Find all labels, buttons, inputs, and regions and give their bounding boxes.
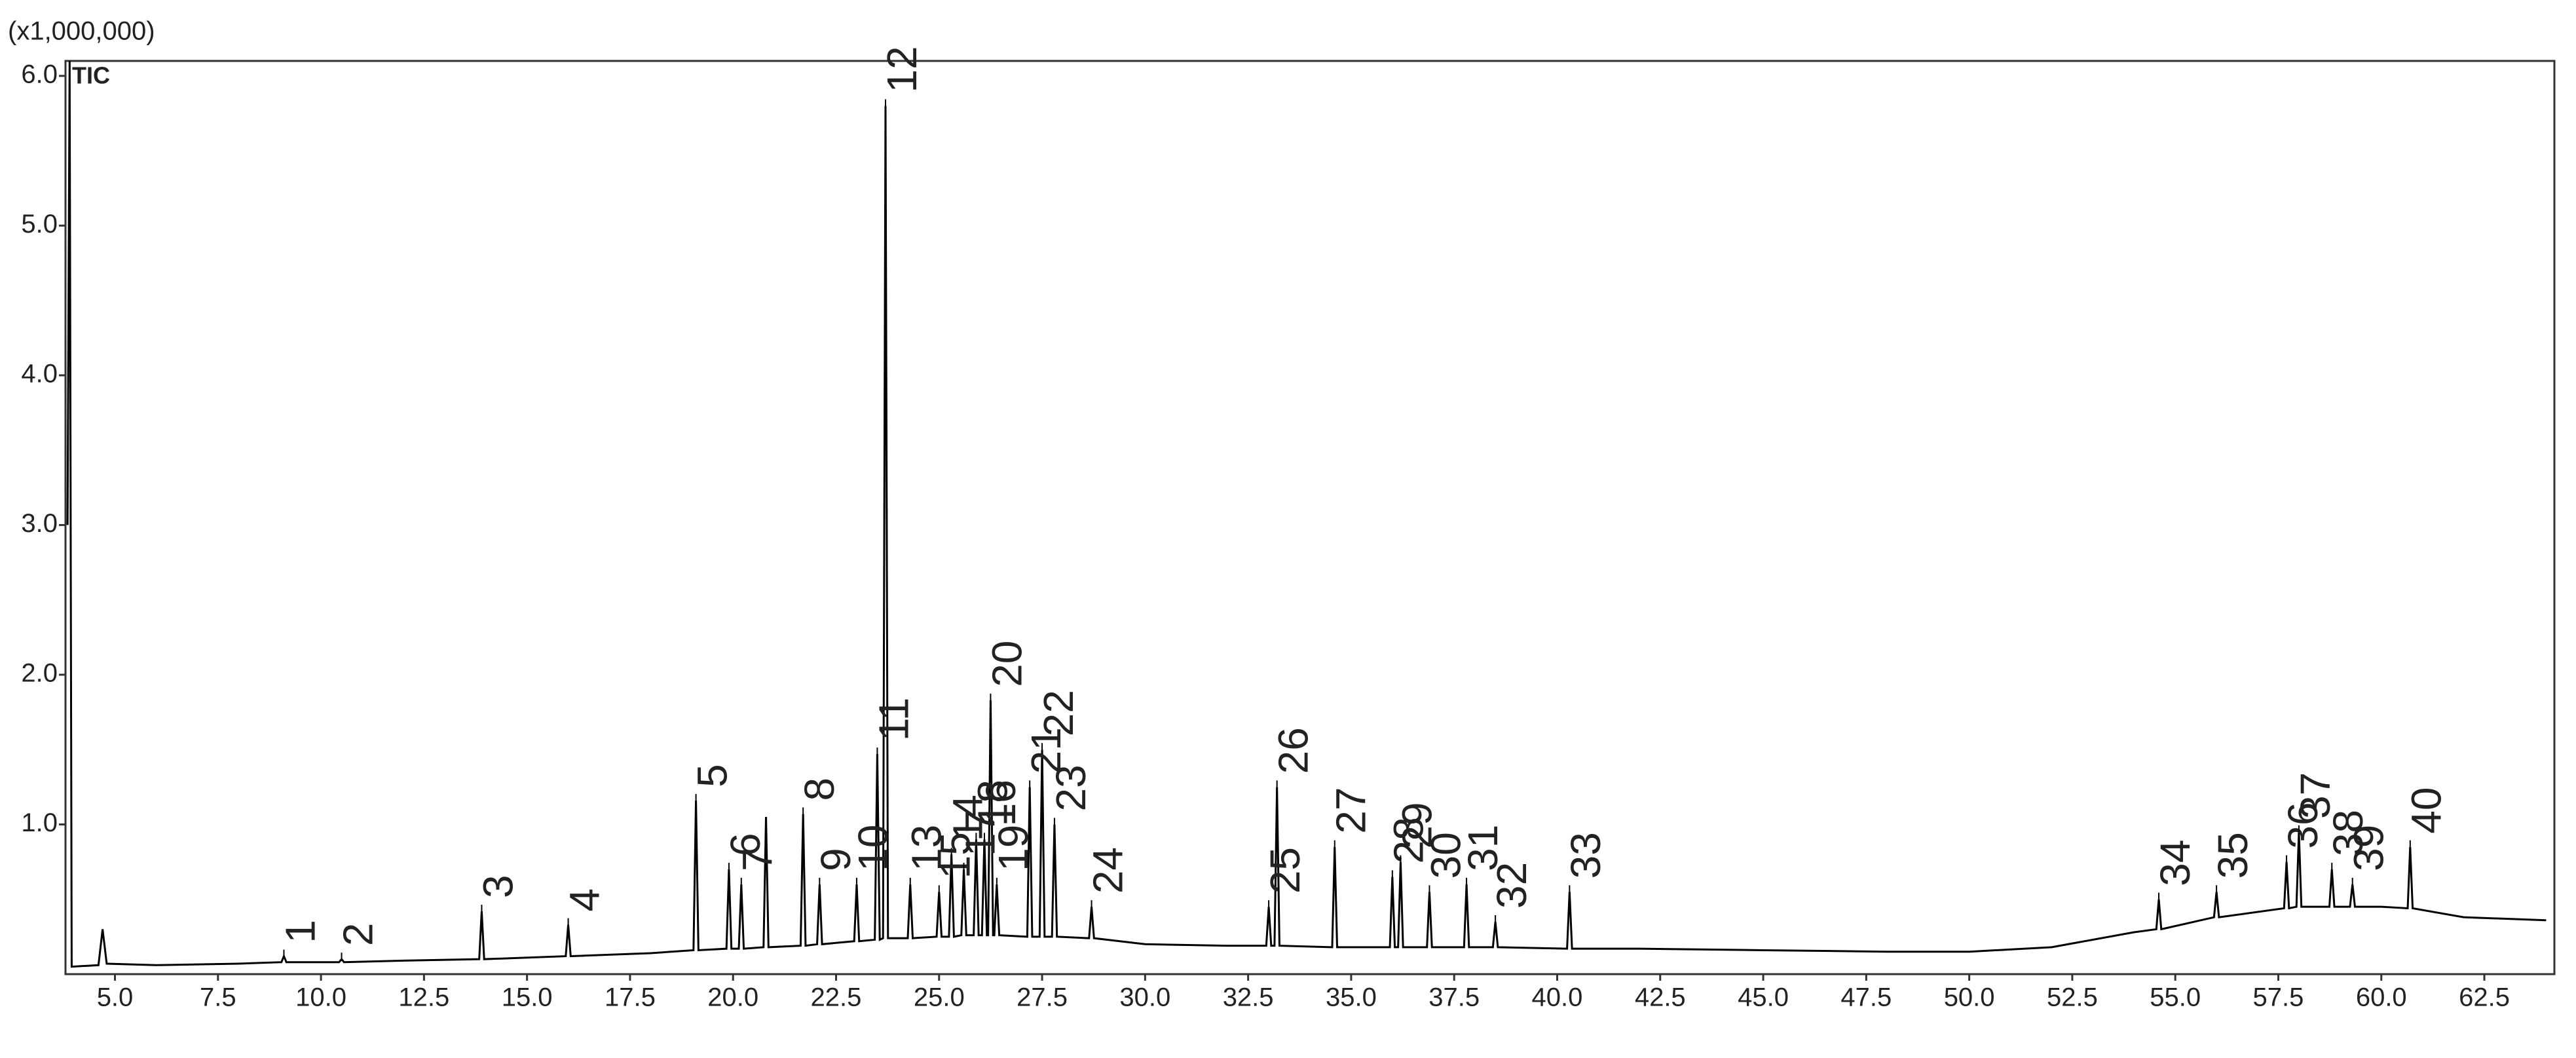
x-tick-label: 62.5 xyxy=(2459,983,2510,1012)
peak-label: 6 xyxy=(722,833,769,856)
x-tick-label: 15.0 xyxy=(502,983,553,1012)
peak-label: 16 xyxy=(977,780,1024,826)
peak-label: 35 xyxy=(2209,832,2256,879)
x-tick-label: 40.0 xyxy=(1532,983,1583,1012)
y-tick-label: 4.0 xyxy=(21,359,58,388)
peak-label: 20 xyxy=(983,641,1030,687)
x-tick-label: 27.5 xyxy=(1017,983,1068,1012)
peak-label: 3 xyxy=(474,875,521,898)
x-tick-label: 57.5 xyxy=(2253,983,2304,1012)
y-tick-label: 1.0 xyxy=(21,808,58,837)
peak-label: 10 xyxy=(849,825,897,871)
peak-label: 17 xyxy=(956,810,1003,856)
y-tick-label: 2.0 xyxy=(21,659,58,688)
peak-label: 40 xyxy=(2403,787,2450,834)
y-tick-label: 3.0 xyxy=(21,509,58,538)
peak-label: 22 xyxy=(1035,690,1082,736)
x-tick-label: 52.5 xyxy=(2047,983,2098,1012)
x-tick-label: 37.5 xyxy=(1428,983,1480,1012)
peak-label: 30 xyxy=(1422,832,1469,879)
peak-label: 21 xyxy=(1022,727,1070,774)
peak-label: 25 xyxy=(1261,847,1309,894)
peak-label: 11 xyxy=(870,698,917,741)
x-tick-label: 12.5 xyxy=(398,983,449,1012)
x-tick-label: 7.5 xyxy=(200,983,236,1012)
plot-frame xyxy=(64,60,2556,975)
x-tick-label: 17.5 xyxy=(605,983,656,1012)
x-tick-label: 30.0 xyxy=(1119,983,1170,1012)
x-tick-label: 55.0 xyxy=(2150,983,2201,1012)
peak-label: 36 xyxy=(2279,802,2326,848)
peak-label: 28 xyxy=(1385,817,1432,863)
peak-label: 39 xyxy=(2345,825,2393,871)
x-tick-label: 32.5 xyxy=(1223,983,1274,1012)
x-tick-label: 22.5 xyxy=(811,983,862,1012)
peak-label: 12 xyxy=(878,46,925,92)
peak-label: 15 xyxy=(932,832,979,879)
peak-label: 7 xyxy=(734,848,781,871)
series-label: TIC xyxy=(72,62,110,89)
peak-label: 24 xyxy=(1084,847,1131,894)
peak-label: 9 xyxy=(812,848,859,871)
peak-label: 33 xyxy=(1562,832,1609,879)
trace xyxy=(66,60,2547,968)
peak-label: 37 xyxy=(2292,772,2339,819)
peak-label: 23 xyxy=(1047,765,1094,811)
peak-label: 13 xyxy=(903,825,950,871)
x-tick-label: 10.0 xyxy=(295,983,346,1012)
peak-label: 34 xyxy=(2152,840,2199,886)
x-tick-label: 45.0 xyxy=(1738,983,1789,1012)
peak-label: 26 xyxy=(1270,727,1317,774)
peak-label: 4 xyxy=(561,888,608,912)
x-tick-label: 60.0 xyxy=(2356,983,2407,1012)
x-tick-label: 25.0 xyxy=(914,983,965,1012)
x-tick-label: 42.5 xyxy=(1635,983,1686,1012)
y-tick-label: 6.0 xyxy=(21,60,58,88)
peak-label: 2 xyxy=(334,923,381,947)
peak-label: 5 xyxy=(688,764,736,787)
x-tick-label: 50.0 xyxy=(1944,983,1995,1012)
peak-label: 32 xyxy=(1488,862,1535,909)
peak-label: 31 xyxy=(1459,825,1506,871)
peak-label: 38 xyxy=(2324,810,2372,856)
peak-label: 14 xyxy=(944,795,992,841)
x-tick-label: 5.0 xyxy=(97,983,134,1012)
x-tick-label: 35.0 xyxy=(1326,983,1377,1012)
x-tick-label: 20.0 xyxy=(707,983,758,1012)
peak-label: 29 xyxy=(1393,802,1440,848)
peak-label: 27 xyxy=(1328,787,1375,834)
peak-label: 18 xyxy=(969,780,1016,826)
x-tick-label: 47.5 xyxy=(1840,983,1892,1012)
peak-label: 1 xyxy=(276,920,324,943)
y-tick-label: 5.0 xyxy=(21,210,58,238)
peak-label: 19 xyxy=(990,825,1037,871)
y-unit-label: (x1,000,000) xyxy=(8,17,155,46)
peak-label: 8 xyxy=(796,778,843,801)
